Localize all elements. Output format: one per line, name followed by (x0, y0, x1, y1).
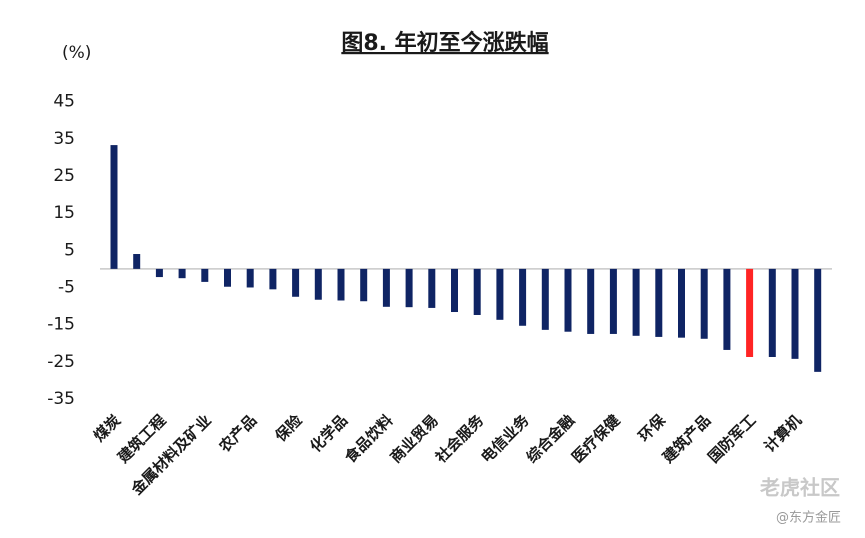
bar (337, 268, 345, 301)
bar (382, 268, 390, 307)
x-tick-label: 计算机 (760, 411, 805, 456)
y-tick-label: -15 (47, 315, 75, 335)
bar (451, 268, 458, 313)
bar (746, 268, 754, 357)
bar (768, 268, 776, 357)
bar (814, 268, 822, 372)
watermark: @东方金匠 (776, 510, 841, 526)
y-tick-label: -5 (58, 277, 75, 297)
x-tick-label: 煤炭 (90, 411, 124, 445)
bar (178, 268, 186, 279)
x-tick-label: 环保 (635, 411, 670, 446)
x-tick-label: 医疗保健 (568, 411, 623, 466)
bar (541, 268, 549, 330)
bar (224, 268, 231, 287)
y-tick-label: 25 (53, 166, 75, 186)
bar (269, 268, 277, 290)
y-tick-label: -35 (47, 389, 75, 409)
bar (678, 268, 685, 338)
bar (723, 268, 731, 350)
x-tick-label: 商业贸易 (387, 411, 442, 466)
x-tick-label: 社会服务 (431, 411, 488, 468)
y-tick-label: 5 (64, 240, 75, 260)
x-tick-label: 金属材料及矿业 (127, 411, 215, 499)
bar (155, 268, 163, 278)
bar (246, 268, 254, 288)
bar (587, 268, 595, 334)
bar (519, 268, 527, 326)
bar (496, 268, 504, 320)
bar (201, 268, 209, 282)
x-tick-label: 农产品 (215, 411, 260, 456)
x-tick-label: 电信业务 (477, 411, 533, 467)
watermark: 老虎社区 (760, 476, 840, 500)
bar (133, 254, 141, 269)
x-tick-label: 保险 (271, 411, 306, 446)
bar (564, 268, 572, 332)
bar (405, 268, 413, 308)
bar (473, 268, 481, 315)
bar (655, 268, 663, 337)
x-tick-label: 建筑产品 (659, 411, 714, 466)
bar (428, 268, 436, 308)
chart-title: 图8. 年初至今涨跌幅 (341, 30, 548, 56)
bar (360, 268, 368, 302)
bar (609, 268, 617, 334)
bar (292, 268, 300, 297)
y-tick-label: -25 (47, 352, 75, 372)
bar (791, 268, 799, 359)
bar (632, 268, 640, 336)
x-tick-label: 综合金融 (523, 411, 578, 466)
y-tick-label: 45 (53, 92, 75, 112)
x-tick-label: 化学品 (306, 411, 351, 456)
y-axis-label: (%) (62, 43, 91, 63)
bar (700, 268, 708, 339)
x-tick-label: 食品饮料 (341, 411, 396, 466)
y-tick-label: 15 (53, 203, 75, 223)
bar (314, 268, 322, 300)
x-tick-label: 国防军工 (704, 411, 759, 466)
y-tick-label: 35 (53, 129, 75, 149)
bar (110, 145, 118, 269)
